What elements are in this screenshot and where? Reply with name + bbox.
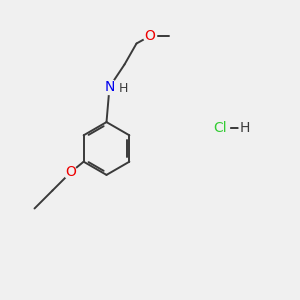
Circle shape: [102, 80, 117, 94]
Circle shape: [64, 166, 77, 179]
Text: Cl: Cl: [214, 121, 227, 134]
Text: O: O: [65, 166, 76, 179]
Text: N: N: [104, 80, 115, 94]
Text: O: O: [145, 29, 155, 43]
Text: H: H: [239, 121, 250, 134]
Circle shape: [239, 122, 250, 133]
Circle shape: [212, 118, 230, 136]
Circle shape: [118, 83, 128, 94]
Circle shape: [143, 29, 157, 43]
Text: H: H: [118, 82, 128, 95]
